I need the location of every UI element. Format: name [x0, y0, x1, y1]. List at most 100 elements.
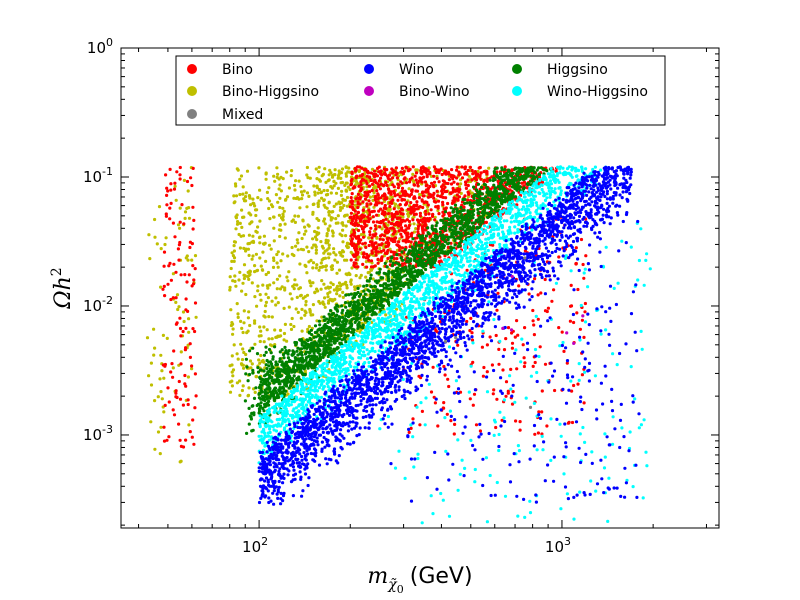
data-point — [385, 237, 389, 241]
data-point — [366, 215, 370, 219]
data-point — [184, 256, 188, 260]
data-point — [483, 206, 487, 210]
data-point — [191, 205, 195, 209]
data-point — [272, 378, 276, 382]
data-points — [145, 165, 652, 525]
data-point — [178, 316, 182, 320]
data-point — [353, 320, 357, 324]
data-point — [149, 420, 153, 424]
data-point — [377, 201, 381, 205]
data-point — [320, 279, 324, 283]
data-point — [274, 303, 278, 307]
data-point — [172, 262, 176, 266]
data-point — [410, 189, 414, 193]
data-point — [359, 238, 363, 242]
data-point — [380, 227, 384, 231]
data-point — [187, 423, 191, 427]
data-point — [327, 178, 331, 182]
data-point — [354, 213, 358, 217]
data-point — [165, 336, 169, 340]
data-point — [449, 419, 453, 423]
data-point — [332, 173, 337, 177]
data-point — [379, 207, 383, 211]
data-point — [317, 319, 321, 323]
data-point — [570, 420, 575, 425]
data-point — [582, 335, 586, 339]
data-point — [413, 174, 417, 178]
data-point — [444, 181, 448, 185]
data-point — [407, 264, 412, 268]
data-point — [395, 220, 399, 224]
data-point — [343, 183, 347, 187]
data-point — [518, 169, 522, 173]
data-point — [377, 170, 381, 174]
data-point — [398, 248, 402, 252]
data-point — [362, 232, 366, 236]
data-point — [327, 209, 331, 214]
data-point — [290, 169, 294, 173]
data-point — [495, 397, 499, 401]
data-point — [522, 187, 526, 191]
data-point — [539, 166, 544, 170]
data-point — [391, 271, 395, 275]
data-point — [352, 263, 356, 267]
data-point — [349, 183, 353, 187]
data-point — [282, 209, 286, 213]
data-point — [421, 205, 425, 210]
data-point — [294, 307, 298, 311]
data-point — [468, 165, 472, 169]
data-point — [241, 330, 245, 335]
data-point — [314, 248, 318, 252]
data-point — [409, 281, 413, 285]
data-point — [503, 165, 507, 169]
data-point — [362, 284, 366, 288]
data-point — [262, 353, 266, 357]
data-point — [165, 186, 169, 190]
data-point — [486, 211, 490, 215]
data-point — [415, 200, 419, 204]
data-point — [341, 197, 345, 201]
data-point — [342, 324, 346, 328]
data-point — [357, 169, 361, 174]
data-point — [231, 374, 235, 378]
data-point — [280, 390, 284, 394]
data-point — [330, 298, 334, 302]
data-point — [152, 353, 156, 357]
data-point — [420, 180, 424, 184]
data-point — [358, 316, 362, 320]
data-point — [253, 295, 257, 299]
data-point — [379, 172, 383, 176]
data-point — [382, 248, 386, 252]
data-point — [526, 182, 530, 186]
data-point — [283, 236, 287, 240]
data-point — [235, 213, 239, 217]
data-point — [402, 170, 406, 174]
data-point — [250, 362, 254, 366]
data-point — [285, 195, 290, 199]
data-point — [373, 195, 378, 199]
data-point — [453, 239, 457, 243]
data-point — [506, 391, 510, 395]
data-point — [305, 205, 309, 209]
data-point — [166, 189, 170, 193]
data-point — [313, 193, 317, 197]
data-point — [344, 174, 348, 178]
data-point — [391, 183, 395, 187]
data-point — [349, 179, 353, 183]
data-point — [267, 364, 271, 368]
data-point — [376, 250, 380, 254]
data-point — [172, 413, 177, 417]
data-point — [459, 191, 463, 195]
data-point — [464, 183, 468, 187]
data-point — [385, 230, 389, 235]
data-point — [347, 166, 351, 170]
data-point — [367, 184, 371, 188]
data-point — [465, 268, 469, 272]
data-point — [413, 278, 417, 283]
data-point — [411, 237, 415, 241]
data-point — [368, 195, 372, 199]
data-point — [440, 185, 444, 189]
data-point — [253, 390, 257, 394]
data-point — [467, 214, 471, 218]
data-point — [323, 350, 328, 354]
